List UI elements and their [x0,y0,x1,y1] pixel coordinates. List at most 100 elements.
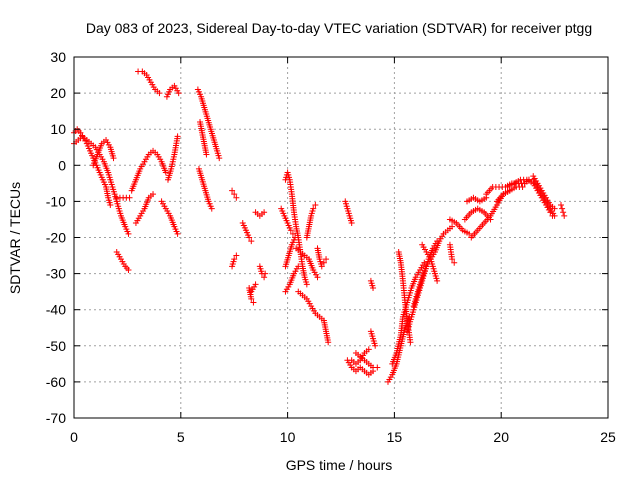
data-point-plus [318,263,325,270]
data-point-plus [287,227,294,234]
data-point-plus [231,191,238,198]
data-series [246,285,257,306]
data-point-plus [292,234,299,241]
data-point-plus [203,151,210,158]
data-point-plus [125,230,132,237]
data-point-plus [449,223,456,230]
data-series [163,82,182,100]
y-axis-label: SDTVAR / TECUs [7,182,23,294]
data-point-plus [348,220,355,227]
y-tick-label: -10 [46,193,66,209]
data-point-plus [325,339,332,346]
data-series [530,173,558,212]
data-point-plus [295,263,302,270]
data-series [521,176,558,219]
data-series [303,202,319,241]
y-tick-label: -40 [46,302,66,318]
data-series [295,288,332,346]
data-point-plus [560,209,567,216]
data-point-plus [175,90,182,97]
y-tick-label: -60 [46,374,66,390]
chart-title: Day 083 of 2023, Sidereal Day-to-day VTE… [86,20,592,36]
data-point-plus [252,281,259,288]
data-point-plus [156,90,163,97]
data-point-plus [370,285,377,292]
grid-lines [74,57,608,418]
data-point-plus [248,295,255,302]
x-tick-label: 0 [70,429,78,445]
data-points [71,68,568,385]
data-point-plus [262,270,269,277]
data-series [194,86,223,162]
data-series [348,346,372,367]
data-point-plus [233,252,240,259]
x-tick-label: 15 [387,429,403,445]
y-tick-label: -20 [46,230,66,246]
data-point-plus [559,205,566,212]
y-tick-label: -70 [46,410,66,426]
data-point-plus [125,266,132,273]
data-point-plus [126,194,133,201]
data-point-plus [162,169,169,176]
data-series [468,187,513,241]
axis-ticks: -70 -60 -50 -40 -30 -20 -10 0 10 20 30 0 5 10 15 20 25 [46,49,616,445]
data-series [314,245,330,270]
data-point-plus [434,277,441,284]
data-series [558,202,568,219]
data-series [229,187,240,201]
data-series [229,252,240,270]
data-series [282,263,302,295]
data-point-plus [229,187,236,194]
data-series [158,198,181,237]
data-series [410,223,456,310]
x-axis-label: GPS time / hours [286,457,393,473]
data-point-plus [519,183,526,190]
y-tick-label: 20 [50,85,66,101]
data-point-plus [231,256,238,263]
data-point-plus [107,202,114,209]
data-series [367,328,379,349]
data-series [248,281,259,295]
data-point-plus [320,259,327,266]
x-tick-label: 10 [280,429,296,445]
data-point-plus [261,274,268,281]
data-series [164,133,181,183]
y-tick-label: 30 [50,49,66,65]
data-series [282,169,310,288]
data-series [282,234,299,270]
data-point-plus [261,209,268,216]
data-series [132,191,157,227]
data-point-plus [233,194,240,201]
data-point-plus [561,212,568,219]
data-point-plus [314,274,321,281]
data-series [252,209,268,219]
data-series [293,245,321,281]
data-series [464,194,490,205]
data-point-plus [216,155,223,162]
data-point-plus [323,256,330,263]
data-point-plus [150,191,157,198]
x-tick-label: 5 [177,429,185,445]
data-series [367,277,377,292]
data-series [90,137,117,169]
data-point-plus [246,234,253,241]
data-point-plus [466,230,473,237]
data-series [461,205,494,223]
data-series [446,241,458,266]
data-series [278,205,296,237]
data-point-plus [551,212,558,219]
data-point-plus [451,259,458,266]
data-point-plus [250,299,257,306]
data-series [342,198,355,227]
data-point-plus [551,205,558,212]
data-point-plus [421,259,428,266]
data-point-plus [558,202,565,209]
data-point-plus [110,155,117,162]
data-point-plus [174,133,181,140]
y-tick-label: -30 [46,266,66,282]
x-tick-label: 25 [600,429,616,445]
data-point-plus [312,202,319,209]
data-series [256,263,269,281]
data-point-plus [407,339,414,346]
